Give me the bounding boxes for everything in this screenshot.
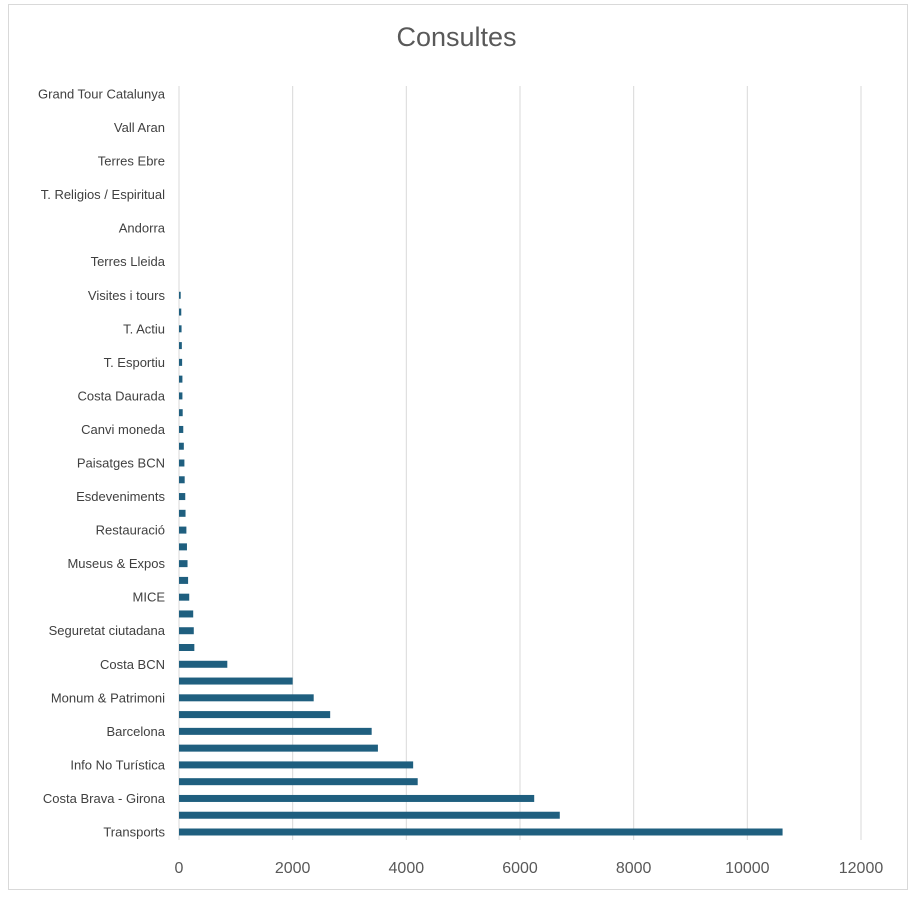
bar xyxy=(179,409,183,417)
bar xyxy=(179,509,186,517)
category-label: Paisatges BCN xyxy=(77,456,165,471)
bar xyxy=(179,476,185,484)
bar xyxy=(179,694,314,702)
x-tick-labels: 0 2000 4000 6000 8000 10000 12000 xyxy=(175,860,884,877)
category-label: Grand Tour Catalunya xyxy=(38,87,166,102)
category-label: Museus & Expos xyxy=(67,556,165,571)
bar xyxy=(179,660,228,668)
bar xyxy=(179,677,293,685)
category-label: Andorra xyxy=(119,221,166,236)
bar xyxy=(179,425,184,433)
bar xyxy=(179,644,195,651)
bar xyxy=(179,794,535,802)
category-label: Esdeveniments xyxy=(76,489,165,504)
bar xyxy=(179,342,182,350)
category-label: Terres Ebre xyxy=(98,154,165,169)
bar xyxy=(179,627,194,635)
bar xyxy=(179,727,372,735)
category-label: Vall Aran xyxy=(114,120,165,135)
category-label: Monum & Patrimoni xyxy=(51,690,165,705)
bar xyxy=(179,576,189,584)
bars xyxy=(179,291,783,836)
x-tick-label: 12000 xyxy=(839,860,884,877)
category-label: Visites i tours xyxy=(88,288,166,303)
bar xyxy=(179,761,414,769)
bar xyxy=(179,711,331,719)
bar xyxy=(179,308,182,316)
bar xyxy=(179,593,190,601)
category-label: Info No Turística xyxy=(70,757,165,772)
bar xyxy=(179,325,182,333)
category-label: Canvi moneda xyxy=(81,422,166,437)
category-label: Restauració xyxy=(96,523,165,538)
category-label: Costa Brava - Girona xyxy=(43,791,166,806)
bar xyxy=(179,291,181,299)
bar xyxy=(179,560,188,568)
bar xyxy=(179,375,183,383)
bar xyxy=(179,828,783,836)
bar xyxy=(179,543,187,551)
bar xyxy=(179,493,186,501)
chart-frame xyxy=(8,4,908,890)
x-tick-label: 0 xyxy=(175,860,184,877)
category-labels: Grand Tour Catalunya Vall Aran Terres Ebre… xyxy=(38,87,166,840)
category-label: Barcelona xyxy=(106,724,165,739)
x-tick-label: 4000 xyxy=(389,860,425,877)
category-label: T. Religios / Espiritual xyxy=(41,187,165,202)
bar xyxy=(179,811,560,819)
category-label: T. Esportiu xyxy=(104,355,165,370)
bar xyxy=(179,442,184,450)
gridlines xyxy=(178,86,862,840)
bar xyxy=(179,526,187,534)
bar xyxy=(179,392,183,400)
category-label: MICE xyxy=(133,590,166,605)
category-label: Costa BCN xyxy=(100,657,165,672)
category-label: Seguretat ciutadana xyxy=(49,623,166,638)
category-label: T. Actiu xyxy=(123,321,165,336)
bar xyxy=(179,610,194,618)
x-tick-label: 2000 xyxy=(275,860,311,877)
x-tick-label: 6000 xyxy=(502,860,538,877)
category-label: Terres Lleida xyxy=(91,254,166,269)
x-tick-label: 8000 xyxy=(616,860,652,877)
x-tick-label: 10000 xyxy=(725,860,770,877)
category-label: Costa Daurada xyxy=(78,388,166,403)
bar xyxy=(179,459,185,467)
category-label: Transports xyxy=(103,825,165,840)
bar xyxy=(179,744,378,752)
bar xyxy=(179,778,418,786)
bar xyxy=(179,358,183,366)
chart-title: Consultes xyxy=(396,22,517,52)
